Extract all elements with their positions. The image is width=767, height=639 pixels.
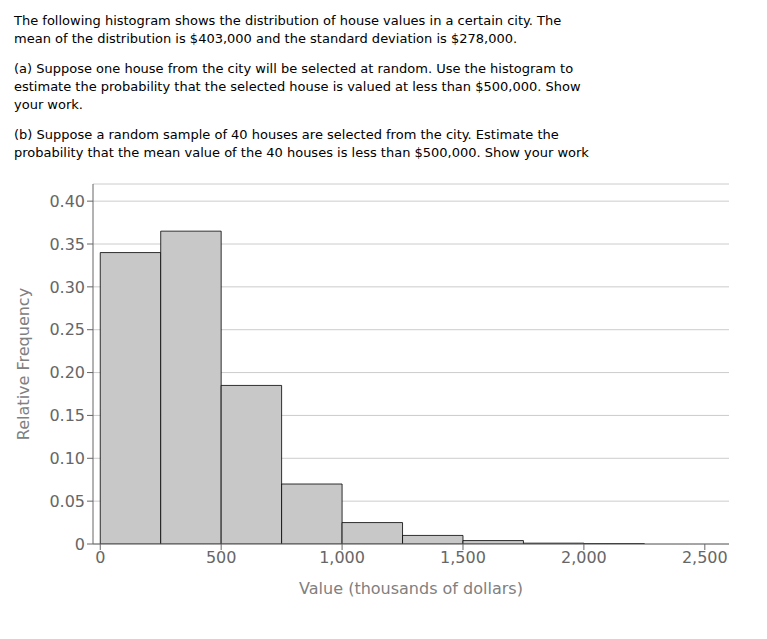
svg-text:2,000: 2,000 [561, 548, 607, 567]
html-text:(a) Suppose one house from the: (a) Suppose one house from the city will… [14, 61, 574, 76]
svg-text:0.25: 0.25 [49, 320, 85, 339]
svg-text:Relative Frequency: Relative Frequency [14, 288, 33, 440]
svg-text:1,000: 1,000 [319, 548, 365, 567]
html-text:your work.: your work. [14, 97, 83, 112]
svg-text:2,500: 2,500 [682, 548, 728, 567]
html-text:(b) Suppose a random sample of: (b) Suppose a random sample of 40 houses… [14, 127, 559, 142]
svg-text:0: 0 [75, 535, 85, 554]
html-text:mean of the distribution is $4: mean of the distribution is $403,000 and… [14, 31, 518, 46]
svg-text:0.05: 0.05 [49, 492, 85, 511]
svg-text:500: 500 [206, 548, 237, 567]
svg-text:0.35: 0.35 [49, 235, 85, 254]
svg-text:0.40: 0.40 [49, 192, 85, 211]
svg-text:Value (thousands of dollars): Value (thousands of dollars) [299, 579, 523, 598]
svg-text:1,500: 1,500 [440, 548, 486, 567]
html-text:estimate the probability that: estimate the probability that the select… [14, 79, 581, 94]
html-text:The following histogram shows: The following histogram shows the distri… [14, 13, 562, 28]
svg-text:0.15: 0.15 [49, 406, 85, 425]
svg-text:0.20: 0.20 [49, 363, 85, 382]
html-text:probability that the mean valu: probability that the mean value of the 4… [14, 145, 589, 160]
svg-text:0: 0 [95, 548, 105, 567]
svg-text:0.10: 0.10 [49, 449, 85, 468]
svg-text:0.30: 0.30 [49, 278, 85, 297]
